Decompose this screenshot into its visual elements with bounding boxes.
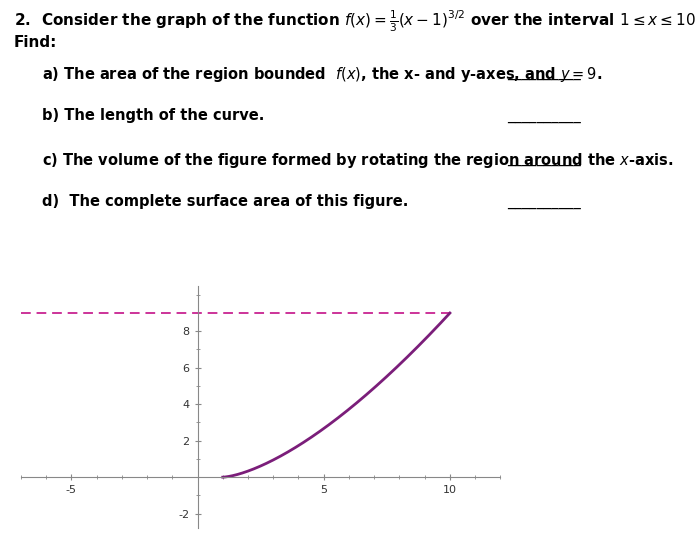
- Text: __________: __________: [507, 108, 581, 123]
- Text: c) The volume of the figure formed by rotating the region around the $x$-axis.: c) The volume of the figure formed by ro…: [42, 151, 673, 170]
- Text: a) The area of the region bounded  $f(x)$, the x- and y-axes, and $y = 9$.: a) The area of the region bounded $f(x)$…: [42, 65, 602, 84]
- Text: Find:: Find:: [14, 35, 57, 50]
- Text: __________: __________: [507, 194, 581, 209]
- Text: 2.  Consider the graph of the function $f(x) = \frac{1}{3}(x-1)^{3/2}$ over the : 2. Consider the graph of the function $f…: [14, 8, 695, 33]
- Text: __________: __________: [507, 65, 581, 80]
- Text: __________: __________: [507, 151, 581, 166]
- Text: b) The length of the curve.: b) The length of the curve.: [42, 108, 264, 123]
- Text: d)  The complete surface area of this figure.: d) The complete surface area of this fig…: [42, 194, 408, 209]
